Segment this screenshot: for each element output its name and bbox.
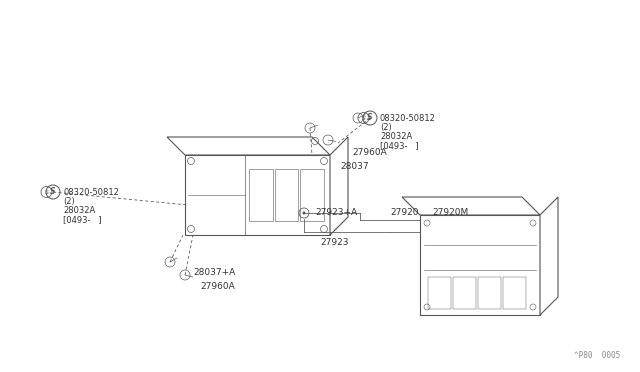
Bar: [428, 277, 451, 309]
Polygon shape: [402, 197, 540, 215]
Bar: [249, 169, 273, 221]
Polygon shape: [167, 137, 330, 155]
Text: 08320-50812: 08320-50812: [63, 188, 119, 197]
Text: 27923: 27923: [320, 238, 349, 247]
Text: ^P80  0005: ^P80 0005: [573, 351, 620, 360]
Text: 27920: 27920: [390, 208, 419, 217]
Text: (2): (2): [63, 197, 75, 206]
Text: S: S: [45, 189, 49, 195]
Text: 28037: 28037: [340, 162, 369, 171]
Text: S: S: [362, 115, 365, 121]
Text: S: S: [51, 187, 56, 196]
Text: 27960A: 27960A: [200, 282, 235, 291]
Polygon shape: [420, 215, 540, 315]
Polygon shape: [185, 155, 330, 235]
Text: [0493-   ]: [0493- ]: [63, 215, 102, 224]
Circle shape: [303, 212, 305, 215]
Text: 28032A: 28032A: [380, 132, 412, 141]
Text: 28032A: 28032A: [63, 206, 95, 215]
Bar: [503, 277, 526, 309]
Text: 27923+A: 27923+A: [315, 208, 357, 217]
Text: (2): (2): [380, 123, 392, 132]
Text: S: S: [367, 113, 372, 122]
Bar: [300, 169, 324, 221]
Bar: [478, 277, 501, 309]
Text: 27960A: 27960A: [352, 148, 387, 157]
Text: [0493-   ]: [0493- ]: [380, 141, 419, 150]
Text: 27920M: 27920M: [432, 208, 468, 217]
Polygon shape: [330, 137, 348, 235]
Text: 08320-50812: 08320-50812: [380, 114, 436, 123]
Polygon shape: [540, 197, 558, 315]
Bar: [453, 277, 476, 309]
Text: 28037+A: 28037+A: [193, 268, 236, 277]
Bar: [275, 169, 298, 221]
